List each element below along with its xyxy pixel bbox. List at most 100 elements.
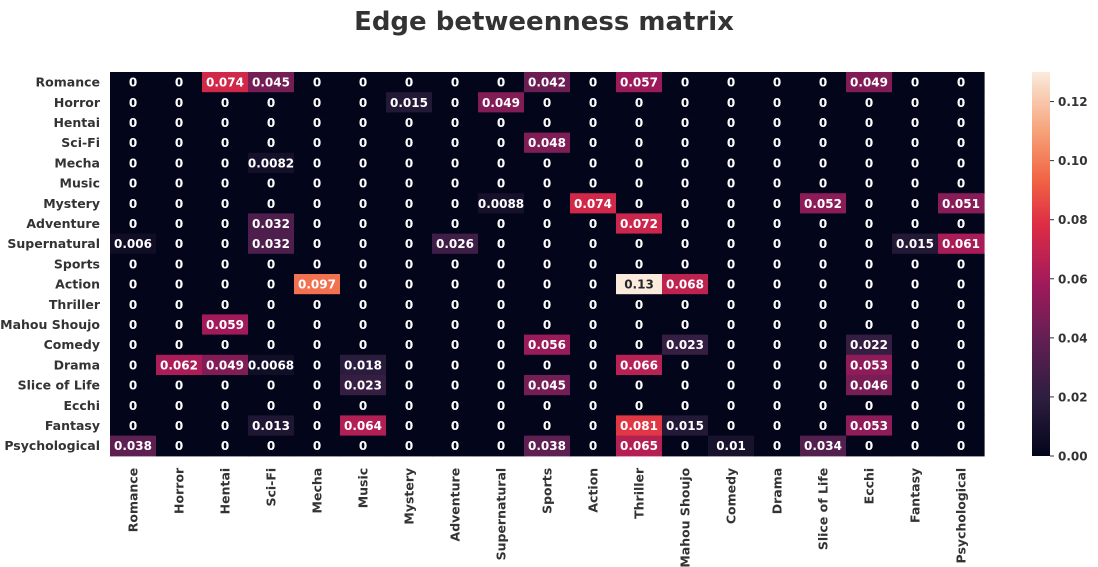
heatmap-cell [800, 152, 847, 174]
cell-value-label: 0 [911, 76, 919, 90]
heatmap-cell [800, 213, 847, 235]
colorbar: 0.00 0.02 0.04 0.06 0.08 0.10 0.12 [1032, 72, 1088, 464]
cell-value-label: 0 [773, 338, 781, 352]
cell-value-label: 0.074 [574, 197, 612, 211]
column-tick-label: Comedy [724, 468, 739, 524]
cell-value-label: 0 [635, 136, 643, 150]
cell-value-label: 0 [129, 318, 137, 332]
cell-value-label: 0 [313, 358, 321, 372]
heatmap-cell [524, 294, 571, 315]
heatmap-cell [478, 415, 525, 437]
heatmap-cell [110, 112, 157, 134]
cell-value-label: 0 [681, 237, 689, 251]
heatmap-cell [754, 253, 801, 275]
cell-value-label: 0 [957, 136, 965, 150]
heatmap-cell [708, 354, 755, 376]
heatmap-cell [110, 132, 157, 154]
cell-value-label: 0 [129, 298, 137, 312]
cell-value-label: 0.068 [666, 278, 704, 292]
cell-value-label: 0 [957, 76, 965, 90]
cell-value-label: 0 [267, 257, 275, 271]
cell-value-label: 0 [911, 439, 919, 453]
heatmap-cell [938, 152, 985, 174]
cell-value-label: 0 [497, 237, 505, 251]
heatmap-cell [524, 354, 571, 376]
heatmap-cell [754, 395, 801, 416]
heatmap-cell [386, 354, 433, 376]
cell-value-label: 0 [727, 318, 735, 332]
heatmap-cell [662, 213, 709, 235]
heatmap-cell [662, 173, 709, 194]
heatmap-cell [938, 274, 985, 295]
heatmap-cell [616, 213, 663, 235]
cell-value-label: 0 [543, 298, 551, 312]
cell-value-label: 0 [359, 318, 367, 332]
cell-value-label: 0 [313, 96, 321, 110]
cell-value-label: 0 [819, 156, 827, 170]
heatmap-cell [708, 274, 755, 295]
cell-value-label: 0 [589, 439, 597, 453]
heatmap-cell [570, 274, 617, 295]
cell-value-label: 0 [451, 379, 459, 393]
heatmap-cell [800, 395, 847, 416]
row-tick-label: Psychological [4, 438, 100, 453]
cell-value-label: 0 [635, 338, 643, 352]
heatmap-cell [340, 375, 387, 396]
cell-value-label: 0 [865, 116, 873, 130]
cell-value-label: 0 [957, 96, 965, 110]
cell-value-label: 0 [405, 358, 413, 372]
heatmap-cell [478, 294, 525, 315]
heatmap-cell [340, 72, 387, 93]
row-tick-label: Sports [54, 256, 100, 271]
chart-title: Edge betweenness matrix [354, 7, 734, 37]
heatmap-cell [754, 334, 801, 356]
heatmap-cell [248, 314, 295, 336]
heatmap-cell [524, 435, 571, 457]
cell-value-label: 0 [221, 298, 229, 312]
cell-value-label: 0 [773, 318, 781, 332]
heatmap-cell [202, 395, 249, 416]
heatmap-cell [708, 193, 755, 214]
cell-value-label: 0 [773, 419, 781, 433]
cell-value-label: 0 [451, 136, 459, 150]
heatmap-cell [846, 72, 893, 93]
cell-value-label: 0 [957, 358, 965, 372]
heatmap-cell [202, 334, 249, 356]
cell-value-label: 0 [635, 156, 643, 170]
heatmap-cell [202, 375, 249, 396]
cell-value-label: 0 [267, 177, 275, 191]
cell-value-label: 0.056 [528, 338, 566, 352]
cell-value-label: 0 [267, 338, 275, 352]
heatmap-cell [202, 294, 249, 315]
heatmap-cell [524, 274, 571, 295]
cell-value-label: 0 [957, 338, 965, 352]
heatmap-cell [662, 314, 709, 336]
cell-value-label: 0 [313, 379, 321, 393]
row-tick-label: Horror [54, 95, 101, 110]
heatmap-cell [524, 334, 571, 356]
cell-value-label: 0 [129, 338, 137, 352]
heatmap-cell [386, 274, 433, 295]
heatmap-cell [846, 435, 893, 457]
cell-value-label: 0 [175, 156, 183, 170]
cell-value-label: 0 [819, 136, 827, 150]
cell-value-label: 0 [635, 197, 643, 211]
cell-value-label: 0.015 [896, 237, 934, 251]
cell-value-label: 0 [359, 278, 367, 292]
column-tick-label: Mahou Shoujo [678, 467, 693, 567]
cell-value-label: 0 [773, 257, 781, 271]
cell-value-label: 0 [497, 278, 505, 292]
cell-value-label: 0 [359, 237, 367, 251]
row-tick-label: Adventure [26, 216, 100, 231]
heatmap-cell [432, 92, 479, 113]
heatmap-cell [248, 213, 295, 235]
heatmap-cell [524, 233, 571, 255]
heatmap-cell [202, 72, 249, 93]
column-labels: Romance Horror Hentai Sci-Fi Mecha Music Myste… [126, 467, 969, 567]
cell-value-label: 0 [865, 278, 873, 292]
cell-value-label: 0 [865, 318, 873, 332]
heatmap-cell [294, 435, 341, 457]
heatmap-cell [524, 375, 571, 396]
row-tick-label: Fantasy [45, 418, 100, 433]
